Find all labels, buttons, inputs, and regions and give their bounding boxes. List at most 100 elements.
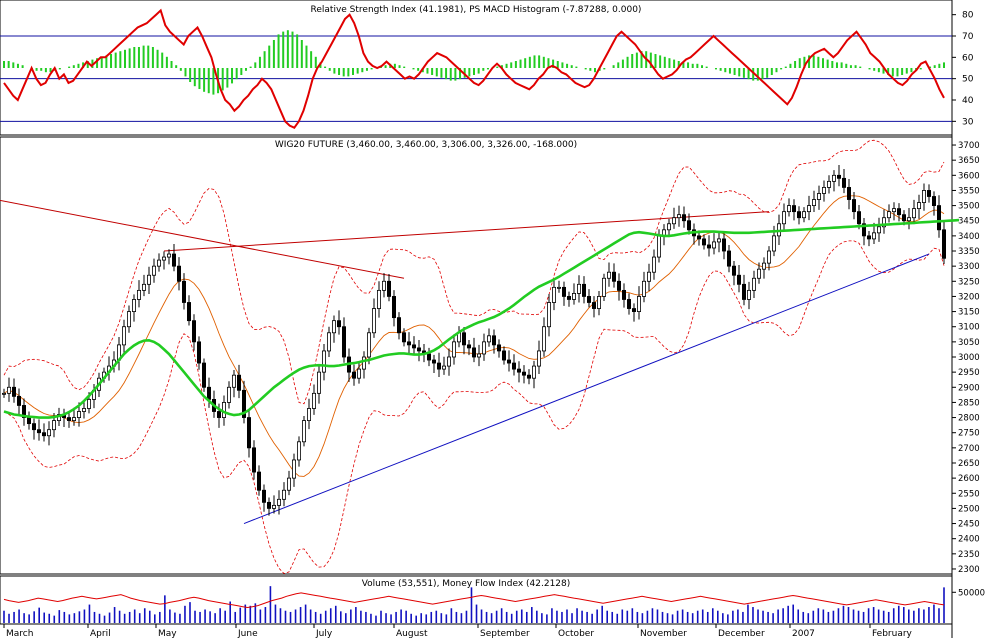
candle-body <box>256 471 261 491</box>
candle-body <box>912 208 917 219</box>
candle-body <box>682 214 687 222</box>
price-ytick-label: 2750 <box>958 429 980 439</box>
candle-body <box>817 193 822 200</box>
candle-body <box>281 489 286 500</box>
candle-body <box>577 283 582 294</box>
candle-body <box>356 368 361 379</box>
candle-body <box>752 277 757 291</box>
price-ytick-label: 2550 <box>958 489 980 499</box>
price-ytick-label: 3350 <box>958 247 980 257</box>
candle-body <box>226 386 231 403</box>
candle-body <box>301 420 306 443</box>
indicator-title: Relative Strength Index (41.1981), PS MA… <box>311 5 642 15</box>
money-flow-index-line <box>3 592 945 609</box>
candle-body <box>396 317 401 334</box>
price-ytick-label: 3700 <box>958 141 980 151</box>
candle-body <box>572 293 577 300</box>
candle-body <box>887 211 892 219</box>
candle-body <box>241 389 246 418</box>
price-ytick-label: 3550 <box>958 186 980 196</box>
candle-body <box>16 395 21 406</box>
price-layer: 2300 2350 2400 2450 2500 2550 2600 2650 2700 2750… <box>0 139 980 575</box>
volume-ytick-label: 50000 <box>958 588 985 598</box>
candle-body <box>802 211 807 219</box>
price-ytick-label: 2600 <box>958 474 980 484</box>
indicator-panel-frame <box>0 0 953 136</box>
candle-body <box>491 335 496 346</box>
candle-body <box>501 350 506 361</box>
candle-body <box>702 238 707 246</box>
candle-body <box>762 262 767 270</box>
price-ytick-label: 3500 <box>958 202 980 212</box>
candle-body <box>496 344 501 352</box>
candle-body <box>607 271 612 279</box>
candle-body <box>401 332 406 343</box>
candle-body <box>737 274 742 285</box>
candle-body <box>411 344 416 349</box>
candle-body <box>852 199 857 213</box>
price-title: WIG20 FUTURE (3,460.00, 3,460.00, 3,306.… <box>275 140 577 150</box>
candle-body <box>917 202 922 210</box>
candle-body <box>832 174 837 182</box>
blue-trendline <box>243 253 930 525</box>
candle-body <box>466 344 471 349</box>
candle-body <box>331 320 336 334</box>
candle-body <box>291 459 296 479</box>
candle-body <box>436 362 441 370</box>
indicator-ytick-label: 40 <box>962 96 974 106</box>
candle-body <box>837 174 842 179</box>
price-ytick-label: 2800 <box>958 414 980 424</box>
candle-body <box>371 308 376 334</box>
x-axis-label: May <box>158 629 177 638</box>
candle-body <box>757 268 762 279</box>
candle-body <box>316 371 321 394</box>
candle-body <box>617 280 622 291</box>
x-axis-label: October <box>558 629 594 638</box>
candle-body <box>276 498 281 506</box>
candle-body <box>32 423 37 431</box>
candle-body <box>191 320 196 343</box>
candle-body <box>627 299 632 309</box>
candle-body <box>481 341 486 355</box>
candle-body <box>652 256 657 273</box>
candle-body <box>351 371 356 379</box>
candle-body <box>787 205 792 213</box>
indicator-ytick-label: 30 <box>962 117 974 127</box>
x-axis-label: April <box>90 629 111 638</box>
candle-body <box>156 259 161 267</box>
price-ytick-label: 3300 <box>958 262 980 272</box>
candle-body <box>251 447 256 473</box>
candle-body <box>937 205 942 231</box>
candle-body <box>552 286 557 303</box>
candle-body <box>877 226 882 234</box>
long-moving-average-line <box>3 218 960 419</box>
candle-body <box>406 341 411 346</box>
candle-body <box>127 311 132 328</box>
candle-body <box>271 504 276 509</box>
price-ytick-label: 3450 <box>958 217 980 227</box>
candle-body <box>446 356 451 367</box>
candle-body <box>642 280 647 297</box>
candle-body <box>527 374 532 379</box>
candle-body <box>712 241 717 249</box>
candle-body <box>266 501 271 509</box>
candle-body <box>326 332 331 352</box>
candle-body <box>461 332 466 346</box>
candle-body <box>927 190 932 197</box>
price-ytick-label: 3250 <box>958 277 980 287</box>
candle-body <box>862 223 867 237</box>
candle-body <box>231 374 236 388</box>
candle-body <box>812 199 817 206</box>
candle-body <box>42 432 47 437</box>
candle-body <box>792 205 797 213</box>
candle-body <box>782 211 787 225</box>
candle-body <box>667 223 672 231</box>
candle-body <box>161 256 166 261</box>
candle-body <box>341 326 346 358</box>
x-axis-label: August <box>396 629 428 638</box>
candle-body <box>216 411 221 418</box>
candle-body <box>727 250 732 267</box>
candle-body <box>697 235 702 240</box>
candle-body <box>857 211 862 225</box>
